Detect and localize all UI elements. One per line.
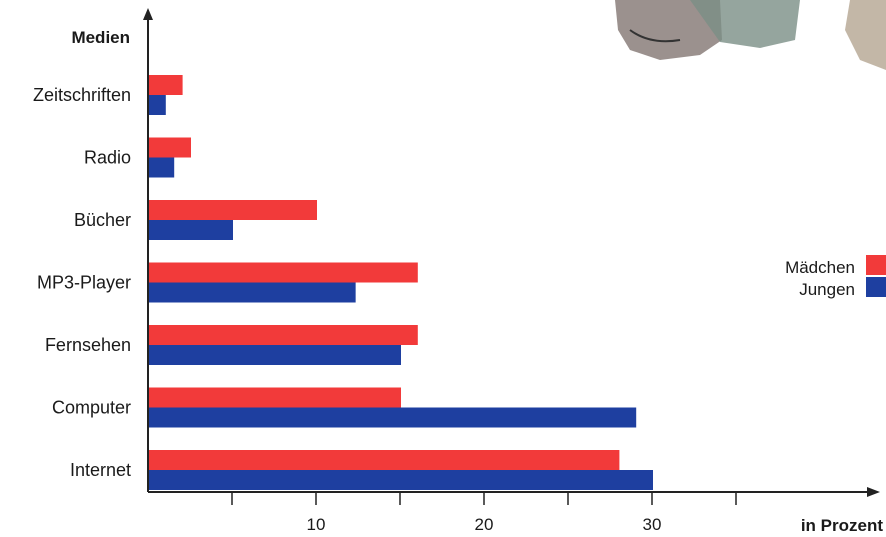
category-label: Fernsehen bbox=[45, 335, 131, 355]
bar-jungen bbox=[149, 220, 233, 240]
x-tick-label: 10 bbox=[307, 515, 326, 534]
bar-jungen bbox=[149, 95, 166, 115]
category-label: Bücher bbox=[74, 210, 131, 230]
bar-maedchen bbox=[149, 137, 191, 158]
y-axis-title: Medien bbox=[71, 28, 130, 47]
y-axis-arrow bbox=[143, 8, 153, 20]
legend-swatch bbox=[866, 255, 886, 275]
x-axis-arrow bbox=[867, 487, 880, 497]
bar-maedchen bbox=[149, 200, 317, 220]
category-label: Radio bbox=[84, 148, 131, 168]
bars bbox=[149, 75, 653, 490]
bar-jungen bbox=[149, 345, 401, 365]
x-axis-title: in Prozent bbox=[801, 516, 884, 535]
legend-label: Mädchen bbox=[785, 258, 855, 277]
legend: Mädchen Jungen bbox=[785, 255, 886, 299]
x-tick-label: 30 bbox=[643, 515, 662, 534]
category-label: Zeitschriften bbox=[33, 85, 131, 105]
bar-jungen bbox=[149, 407, 637, 428]
category-labels: Zeitschriften Radio Bücher MP3-Player Fernse… bbox=[33, 85, 131, 480]
x-tick-label: 20 bbox=[475, 515, 494, 534]
bar-maedchen bbox=[149, 262, 418, 283]
bar-maedchen bbox=[149, 325, 418, 345]
illustration-decoration bbox=[615, 0, 886, 70]
category-label: Internet bbox=[70, 460, 131, 480]
category-label: Computer bbox=[52, 398, 131, 418]
legend-swatch bbox=[866, 277, 886, 297]
bar-maedchen bbox=[149, 387, 401, 408]
axes bbox=[143, 8, 880, 497]
bar-maedchen bbox=[149, 75, 183, 95]
x-ticks: 10 20 30 bbox=[231, 492, 737, 534]
bar-jungen bbox=[149, 470, 653, 490]
category-label: MP3-Player bbox=[37, 273, 131, 293]
bar-maedchen bbox=[149, 450, 620, 470]
bar-jungen bbox=[149, 282, 356, 303]
bar-jungen bbox=[149, 157, 175, 178]
legend-label: Jungen bbox=[799, 280, 855, 299]
